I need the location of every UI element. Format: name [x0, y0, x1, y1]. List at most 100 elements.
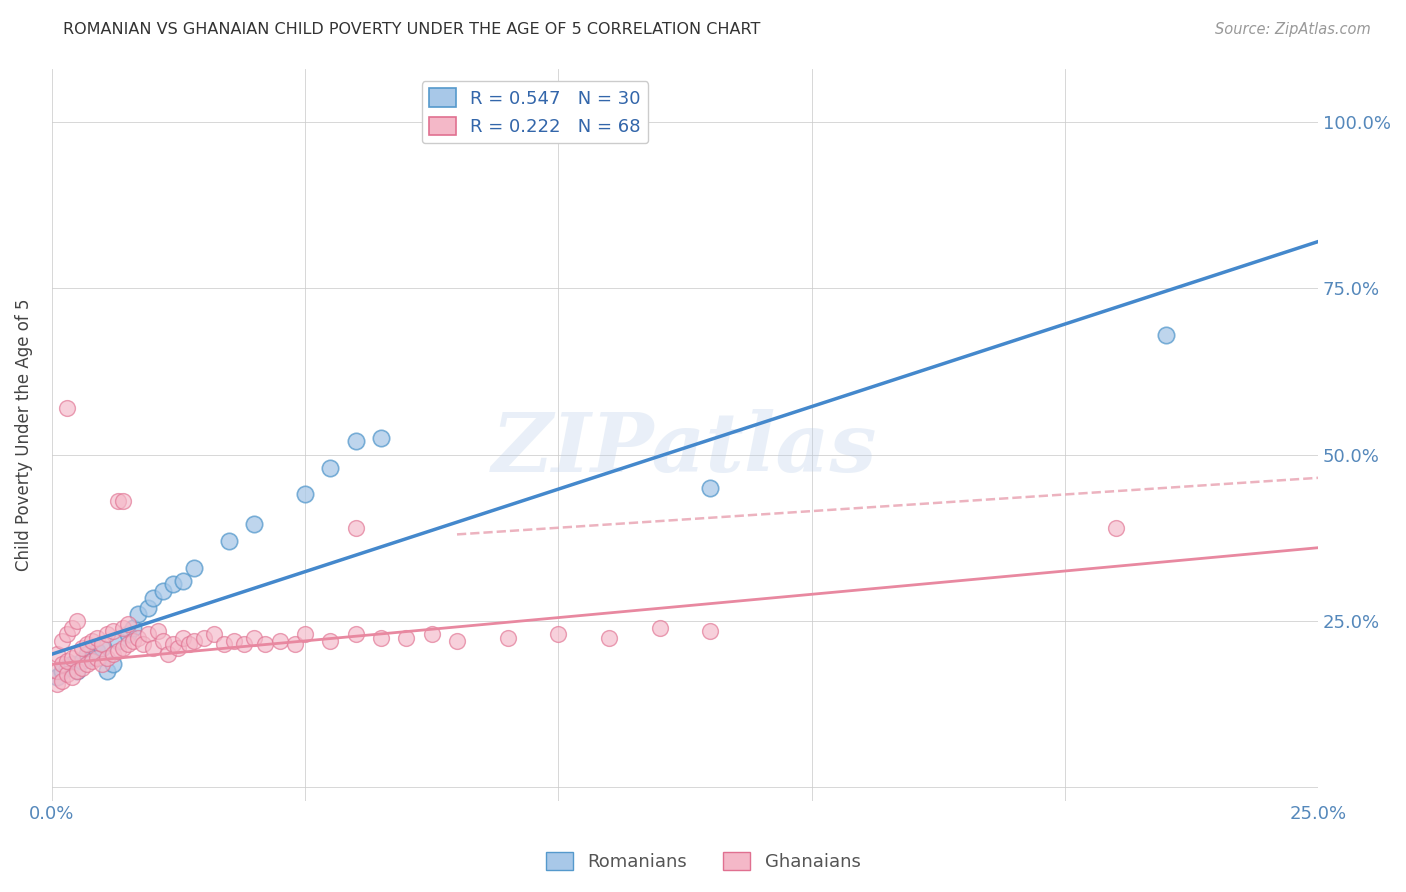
Point: [167, 640, 190, 655]
Point: [370, 631, 392, 645]
Point: [193, 631, 215, 645]
Point: [395, 631, 418, 645]
Point: [344, 434, 367, 449]
Point: [111, 621, 134, 635]
Point: [162, 637, 184, 651]
Point: [45, 677, 67, 691]
Text: ZIPatlas: ZIPatlas: [492, 409, 877, 489]
Text: ROMANIAN VS GHANAIAN CHILD POVERTY UNDER THE AGE OF 5 CORRELATION CHART: ROMANIAN VS GHANAIAN CHILD POVERTY UNDER…: [63, 22, 761, 37]
Point: [598, 631, 620, 645]
Point: [233, 637, 256, 651]
Point: [91, 640, 114, 655]
Point: [111, 640, 134, 655]
Point: [152, 633, 174, 648]
Point: [224, 633, 246, 648]
Point: [76, 637, 98, 651]
Point: [699, 624, 721, 638]
Point: [1104, 521, 1126, 535]
Point: [243, 517, 266, 532]
Point: [60, 657, 83, 672]
Point: [648, 621, 671, 635]
Point: [136, 627, 159, 641]
Point: [136, 600, 159, 615]
Point: [101, 624, 124, 638]
Point: [446, 633, 468, 648]
Legend: R = 0.547   N = 30, R = 0.222   N = 68: R = 0.547 N = 30, R = 0.222 N = 68: [422, 81, 648, 144]
Point: [66, 614, 89, 628]
Point: [86, 650, 108, 665]
Point: [142, 640, 165, 655]
Point: [117, 637, 139, 651]
Point: [66, 664, 89, 678]
Point: [96, 627, 118, 641]
Point: [66, 664, 89, 678]
Point: [56, 660, 79, 674]
Point: [56, 654, 79, 668]
Point: [70, 640, 93, 655]
Point: [243, 631, 266, 645]
Point: [60, 671, 83, 685]
Point: [121, 621, 143, 635]
Text: Source: ZipAtlas.com: Source: ZipAtlas.com: [1215, 22, 1371, 37]
Point: [294, 487, 316, 501]
Point: [56, 401, 79, 415]
Point: [699, 481, 721, 495]
Point: [146, 624, 169, 638]
Point: [91, 657, 114, 672]
Point: [51, 657, 73, 672]
Point: [183, 633, 205, 648]
Point: [96, 664, 118, 678]
Point: [157, 647, 180, 661]
Point: [172, 631, 194, 645]
Point: [82, 654, 104, 668]
Point: [1154, 327, 1177, 342]
Point: [96, 650, 118, 665]
Point: [82, 633, 104, 648]
Point: [111, 494, 134, 508]
Point: [127, 607, 149, 622]
Point: [183, 560, 205, 574]
Point: [86, 644, 108, 658]
Point: [60, 650, 83, 665]
Point: [91, 637, 114, 651]
Point: [420, 627, 443, 641]
Point: [56, 627, 79, 641]
Point: [319, 633, 342, 648]
Point: [344, 521, 367, 535]
Point: [294, 627, 316, 641]
Point: [142, 591, 165, 605]
Point: [51, 673, 73, 688]
Point: [269, 633, 291, 648]
Point: [284, 637, 307, 651]
Point: [117, 617, 139, 632]
Point: [496, 631, 519, 645]
Point: [101, 657, 124, 672]
Point: [45, 664, 67, 678]
Point: [319, 460, 342, 475]
Point: [152, 584, 174, 599]
Point: [132, 637, 155, 651]
Point: [51, 664, 73, 678]
Point: [66, 647, 89, 661]
Point: [56, 667, 79, 681]
Point: [82, 650, 104, 665]
Point: [177, 637, 200, 651]
Legend: Romanians, Ghanaians: Romanians, Ghanaians: [538, 845, 868, 879]
Point: [107, 633, 129, 648]
Point: [107, 644, 129, 658]
Point: [202, 627, 225, 641]
Point: [162, 577, 184, 591]
Point: [547, 627, 569, 641]
Point: [370, 431, 392, 445]
Y-axis label: Child Poverty Under the Age of 5: Child Poverty Under the Age of 5: [15, 298, 32, 571]
Point: [60, 621, 83, 635]
Point: [212, 637, 235, 651]
Point: [45, 671, 67, 685]
Point: [76, 657, 98, 672]
Point: [101, 647, 124, 661]
Point: [76, 647, 98, 661]
Point: [70, 660, 93, 674]
Point: [86, 631, 108, 645]
Point: [117, 627, 139, 641]
Point: [172, 574, 194, 588]
